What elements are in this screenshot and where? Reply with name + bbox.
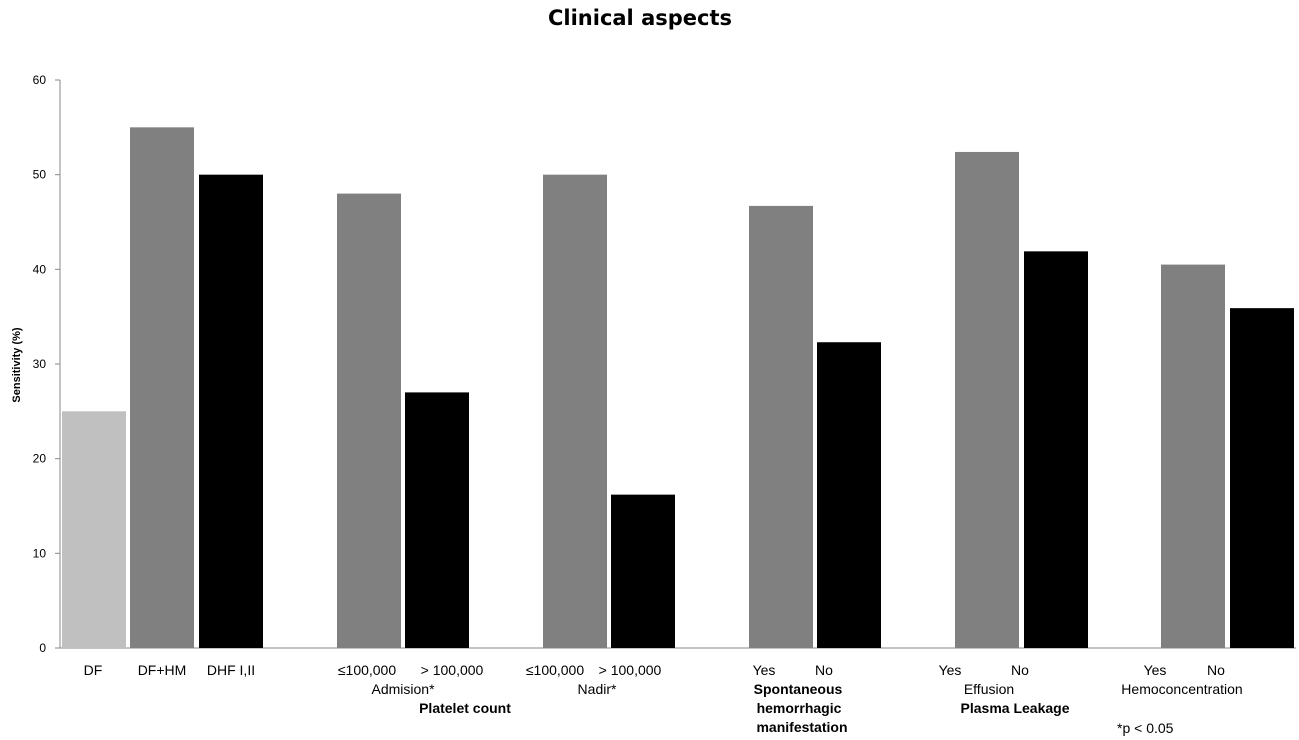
y-axis-label: Sensitivity (%) [11, 327, 23, 403]
bar [199, 174, 263, 648]
group-label: Platelet count [419, 700, 511, 716]
bar [405, 392, 469, 648]
category-label: > 100,000 [421, 662, 484, 678]
group-labels: Admision* Platelet count Nadir* Spontaneous… [371, 681, 1242, 735]
category-label: No [815, 662, 833, 678]
bar [817, 342, 881, 648]
y-tick-label: 30 [33, 357, 47, 371]
bar [1024, 251, 1088, 648]
bar [611, 494, 675, 648]
category-label: ≤100,000 [338, 662, 397, 678]
bar [1230, 308, 1294, 648]
group-label: Plasma Leakage [961, 700, 1070, 716]
category-label: Yes [939, 662, 962, 678]
y-tick-label: 50 [33, 168, 47, 182]
category-label: DHF I,II [207, 662, 255, 678]
bar [543, 174, 607, 648]
group-label: Admision* [371, 681, 435, 697]
group-label: hemorrhagic [757, 700, 842, 716]
y-tick-label: 0 [39, 641, 46, 655]
bar [955, 151, 1019, 649]
y-tick-label: 60 [33, 73, 47, 87]
chart-title: Clinical aspects [548, 6, 732, 30]
category-labels: DF DF+HM DHF I,II ≤100,000 > 100,000 ≤100,000… [84, 662, 1225, 678]
group-label: Hemoconcentration [1121, 681, 1242, 697]
bar [337, 193, 401, 648]
category-label: No [1011, 662, 1029, 678]
y-ticks: 0 10 20 30 40 50 60 [33, 73, 60, 655]
y-tick-label: 10 [33, 546, 47, 560]
category-label: Yes [1144, 662, 1167, 678]
category-label: ≤100,000 [526, 662, 585, 678]
bar [1161, 264, 1225, 648]
category-label: > 100,000 [599, 662, 662, 678]
bar [749, 205, 813, 648]
y-tick-label: 20 [33, 452, 47, 466]
group-label: Spontaneous [754, 681, 843, 697]
significance-note: *p < 0.05 [1117, 720, 1174, 736]
group-label: manifestation [756, 719, 847, 735]
bar [130, 127, 194, 649]
bars [62, 127, 1294, 649]
y-tick-label: 40 [33, 262, 47, 276]
category-label: No [1207, 662, 1225, 678]
group-label: Effusion [964, 681, 1014, 697]
category-label: DF+HM [138, 662, 187, 678]
category-label: DF [84, 662, 103, 678]
group-label: Nadir* [578, 681, 617, 697]
category-label: Yes [753, 662, 776, 678]
bar [62, 411, 126, 648]
